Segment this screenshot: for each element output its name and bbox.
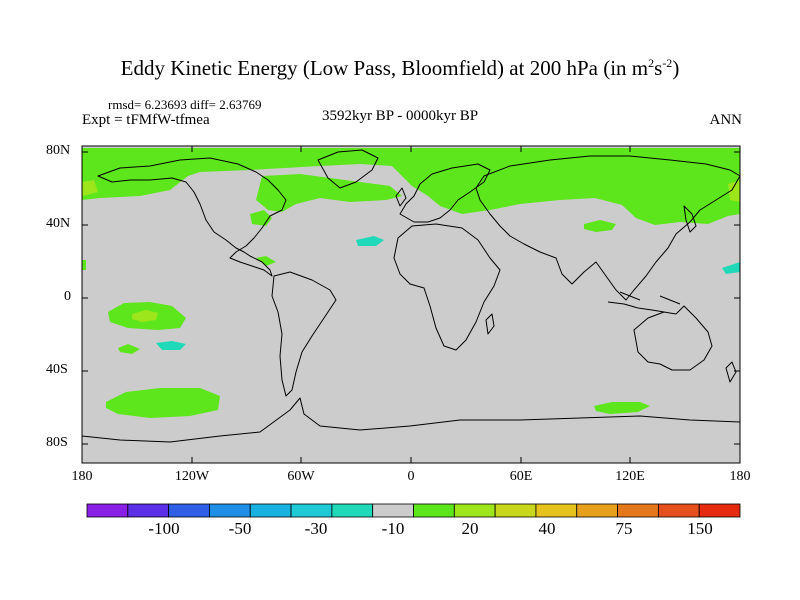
colorbar-label: -30 [304, 519, 328, 538]
colorbar-label: -50 [228, 519, 252, 538]
lon-label: 120W [174, 469, 210, 484]
east-pacific-negative-region [722, 262, 740, 274]
colorbar-box [617, 503, 659, 518]
northwest-pacific-core [82, 180, 98, 196]
season-label: ANN [709, 112, 743, 128]
lat-label: 40S [46, 362, 68, 377]
colorbar-box [168, 503, 210, 518]
lon-label: 60W [287, 469, 315, 484]
lon-label: 180 [71, 469, 93, 484]
plot-title: Eddy Kinetic Energy (Low Pass, Bloomfiel… [120, 56, 680, 80]
colorbar-box [535, 503, 578, 518]
colorbar-label: 150 [687, 519, 713, 538]
colorbar-label: -100 [148, 519, 180, 538]
south-pacific-small-region [118, 344, 140, 354]
colorbar-box [494, 503, 537, 518]
south-pacific-negative-region [156, 341, 186, 350]
colorbar-box [127, 503, 170, 518]
coastline-new-zealand [725, 361, 737, 383]
southern-ocean-pacific-region [106, 388, 220, 418]
colorbar-label: 75 [615, 519, 633, 538]
atlantic-negative-region [356, 236, 384, 246]
southern-ocean-indian-region [594, 402, 650, 414]
lon-label: 0 [407, 469, 415, 484]
coastline-japan [683, 205, 697, 233]
coastline-indonesia [607, 291, 681, 313]
period-label: 3592kyr BP - 0000kyr BP [321, 108, 479, 124]
colorbar-box [453, 503, 496, 518]
colorbar-box [413, 503, 455, 518]
colorbar-box [372, 503, 414, 518]
west-edge-region [82, 260, 86, 270]
experiment-label: Expt = tFMfW-tfmea [82, 112, 210, 128]
lat-label: 0 [64, 289, 71, 304]
colorbar-label: 40 [538, 519, 556, 538]
colorbar [86, 503, 741, 518]
coastline-north-america [97, 157, 287, 277]
central-asia-region [584, 220, 616, 232]
coastlines [82, 149, 740, 443]
colorbar-box [249, 503, 292, 518]
lat-label: 40N [46, 216, 71, 231]
lat-label: 80S [46, 435, 68, 450]
colorbar-box [331, 503, 374, 518]
colorbar-label: 20 [461, 519, 479, 538]
coastline-greenland [317, 149, 379, 189]
coastline-uk [395, 187, 407, 207]
lon-label: 120E [615, 469, 645, 484]
coastline-south-america [271, 271, 337, 397]
colorbar-box [657, 503, 700, 518]
tropical-north-pacific-region [256, 256, 276, 266]
coastline-madagascar [485, 313, 495, 335]
colorbar-label: -10 [381, 519, 405, 538]
axis-ticks [82, 146, 740, 463]
coastline-africa [393, 223, 501, 351]
coastline-antarctica [82, 397, 740, 443]
colorbar-box [698, 503, 741, 518]
colorbar-box [290, 503, 333, 518]
colorbar-box [86, 503, 129, 518]
stats-label: rmsd= 6.23693 diff= 2.63769 [108, 97, 262, 112]
northeast-asia-core [728, 180, 740, 202]
colorbar-box [209, 503, 251, 518]
coastline-asia [475, 155, 740, 301]
north-atlantic-region [256, 174, 402, 212]
coastline-australia [633, 305, 713, 371]
lon-label: 180 [729, 469, 751, 484]
coastline-europe [399, 163, 491, 223]
lon-label: 60E [509, 469, 533, 484]
south-pacific-core [132, 310, 158, 322]
colorbar-box [576, 503, 618, 518]
lat-label: 80N [46, 143, 71, 158]
